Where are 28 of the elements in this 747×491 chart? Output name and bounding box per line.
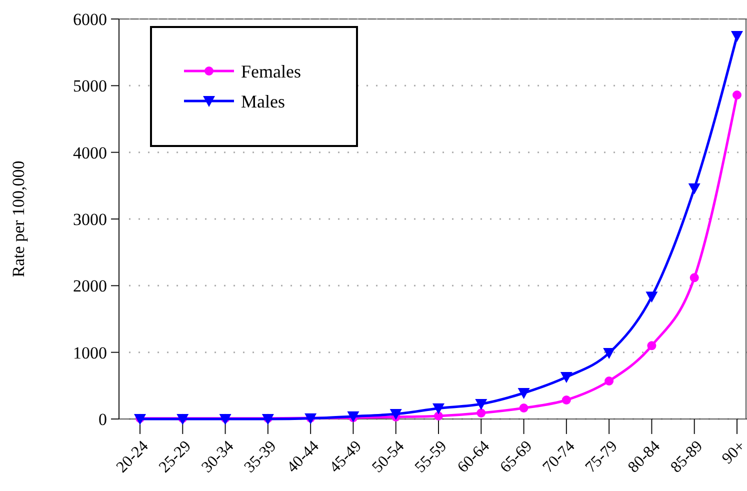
y-tick-label: 4000: [73, 143, 107, 162]
point: [731, 31, 743, 42]
point: [647, 341, 656, 350]
point: [476, 408, 486, 418]
point: [690, 273, 699, 282]
y-tick-label: 1000: [73, 343, 107, 362]
legend-label: Females: [241, 61, 301, 82]
point: [519, 404, 528, 412]
point: [646, 292, 658, 303]
point: [562, 396, 571, 404]
point: [732, 90, 742, 100]
y-tick-label: 2000: [73, 276, 107, 296]
point: [434, 412, 443, 420]
y-tick-label: 0: [98, 410, 107, 429]
point: [604, 376, 614, 386]
y-tick-label: 6000: [73, 10, 107, 29]
x-tick-label: 90+: [719, 438, 747, 468]
y-tick-label: 3000: [73, 210, 107, 229]
point: [432, 403, 444, 414]
point: [475, 399, 488, 410]
point: [560, 372, 572, 383]
legend-label: Males: [241, 91, 285, 112]
y-tick-label: 5000: [73, 76, 107, 96]
y-axis-title: Rate per 100,000: [9, 160, 28, 278]
point: [390, 409, 402, 420]
point: [688, 183, 700, 194]
point: [603, 348, 616, 359]
point: [518, 388, 530, 399]
